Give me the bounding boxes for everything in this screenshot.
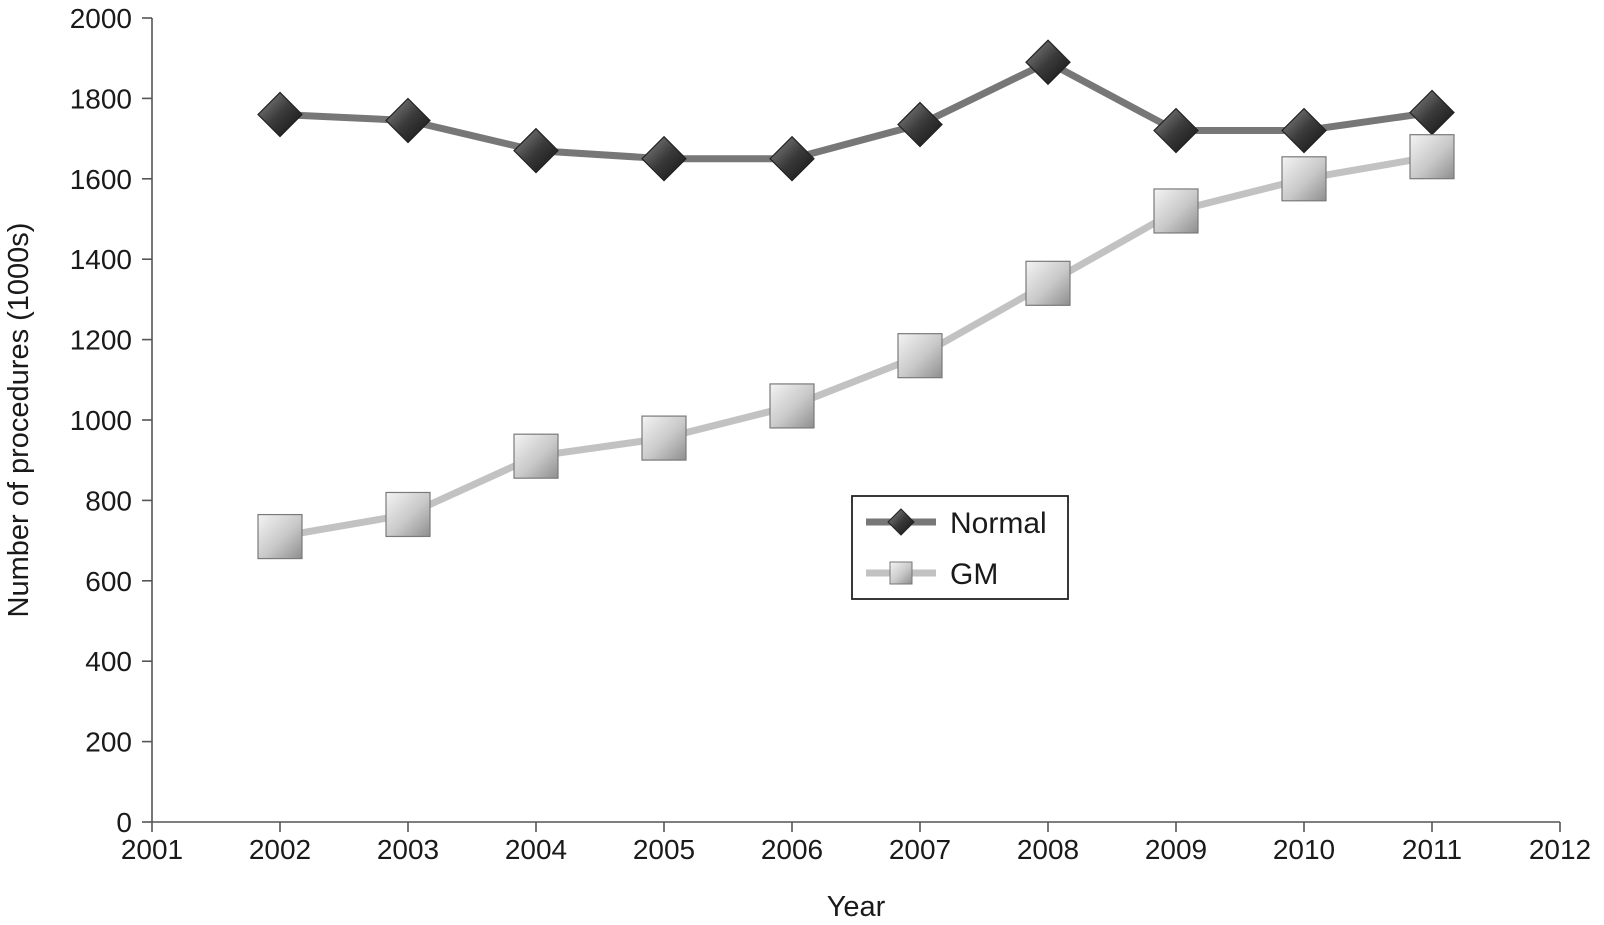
data-point-gm-2007 — [897, 333, 943, 379]
data-point-gm-2011 — [1409, 134, 1455, 180]
data-point-normal-2002 — [257, 91, 303, 138]
x-tick-label: 2002 — [249, 834, 311, 865]
x-tick-label: 2003 — [377, 834, 439, 865]
legend-marker-gm-square-icon — [889, 561, 913, 585]
data-point-normal-2007 — [897, 101, 943, 148]
data-point-gm-2002 — [257, 513, 303, 560]
data-point-gm-2006 — [769, 383, 815, 429]
data-point-gm-2004 — [513, 433, 559, 479]
x-tick-label: 2010 — [1273, 834, 1335, 865]
data-point-normal-2009 — [1153, 107, 1199, 154]
data-point-gm-2010 — [1281, 156, 1327, 202]
x-tick-label: 2001 — [121, 834, 183, 865]
data-point-normal-2005 — [641, 135, 687, 182]
y-tick-label: 2000 — [70, 3, 132, 34]
data-point-gm-2003 — [385, 491, 431, 538]
x-tick-label: 2005 — [633, 834, 695, 865]
x-tick-label: 2011 — [1402, 834, 1462, 865]
y-tick-label: 1600 — [70, 164, 132, 195]
y-tick-label: 1800 — [70, 83, 132, 114]
y-tick-label: 400 — [85, 646, 132, 677]
y-tick-label: 200 — [85, 727, 132, 758]
series-layer — [257, 39, 1455, 560]
data-point-normal-2003 — [385, 97, 431, 144]
series-line-normal — [279, 58, 1433, 163]
y-tick-label: 0 — [116, 807, 132, 838]
legend-label-gm: GM — [950, 558, 998, 591]
y-ticks: 0 200 400 600 800 1000 1200 1400 1600 1800 2000 — [70, 3, 152, 838]
data-point-normal-2011 — [1409, 89, 1455, 136]
data-point-normal-2004 — [513, 127, 559, 174]
data-point-normal-2006 — [769, 135, 815, 182]
y-tick-label: 1400 — [70, 244, 132, 275]
x-tick-label: 2007 — [889, 834, 951, 865]
y-axis-title: Number of procedures (1000s) — [3, 223, 35, 618]
x-tick-label: 2008 — [1017, 834, 1079, 865]
x-tick-label: 2006 — [761, 834, 823, 865]
data-point-normal-2008 — [1025, 39, 1071, 86]
y-tick-label: 1200 — [70, 325, 132, 356]
y-tick-label: 1000 — [70, 405, 132, 436]
y-tick-label: 800 — [85, 485, 132, 516]
x-tick-label: 2004 — [505, 834, 567, 865]
legend-marker-normal-diamond-icon — [887, 508, 915, 536]
legend-label-normal: Normal — [950, 507, 1047, 540]
x-ticks: 2001 2002 2003 2004 2005 2006 2007 2008 2009 2010… — [121, 822, 1591, 865]
data-point-gm-2008 — [1025, 260, 1071, 306]
data-point-normal-2010 — [1281, 107, 1327, 154]
x-tick-label: 2009 — [1145, 834, 1207, 865]
data-point-gm-2009 — [1153, 188, 1199, 234]
data-point-gm-2005 — [641, 415, 687, 461]
series-line-gm — [279, 153, 1433, 541]
y-tick-label: 600 — [85, 566, 132, 597]
legend: Normal GM — [851, 495, 1069, 600]
x-tick-label: 2012 — [1529, 834, 1591, 865]
legend-box — [851, 495, 1069, 600]
x-axis-title: Year — [827, 891, 886, 923]
